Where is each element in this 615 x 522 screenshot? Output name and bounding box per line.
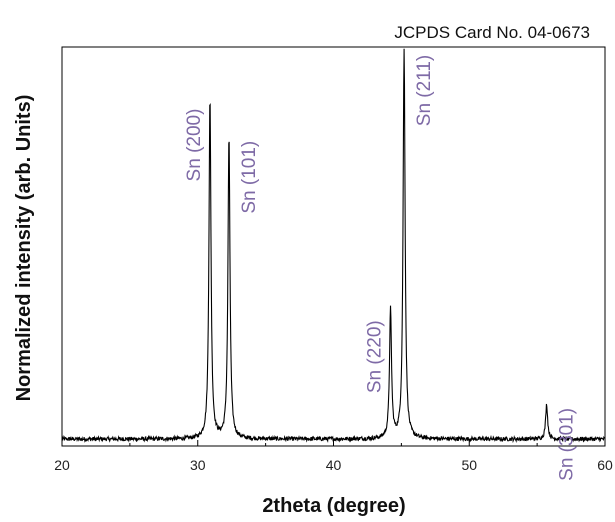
peak-label: Sn (200) [184,109,205,182]
x-tick-label: 20 [54,457,70,473]
axis-layer: 20 30 40 50 60 [54,46,613,473]
peak-label: Sn (211) [414,55,435,126]
plot-frame [61,46,606,447]
y-axis-title: Normalized intensity (arb. Units) [13,95,35,402]
line-layer [61,48,606,444]
peak-label: Sn (101) [239,141,260,214]
peak-point [209,99,210,100]
jcpds-card-label: JCPDS Card No. 04-0673 [394,23,590,42]
peak-label: Sn (220) [365,320,386,393]
label-layer: Sn (200) Sn (101) Sn (220) Sn (211) Sn (301) [184,55,578,481]
peak-label: Sn (301) [557,408,578,481]
x-tick-label: 40 [326,457,342,473]
x-tick-label: 50 [461,457,477,473]
peak-point [228,137,229,138]
x-axis-title: 2theta (degree) [262,495,405,517]
x-tick-label: 30 [190,457,206,473]
xrd-pattern-line [61,48,606,444]
x-tick-label: 60 [597,457,613,473]
